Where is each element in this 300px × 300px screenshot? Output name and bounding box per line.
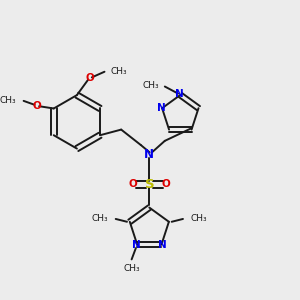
Text: CH₃: CH₃ (123, 265, 140, 274)
Text: CH₃: CH₃ (142, 81, 159, 90)
Text: N: N (175, 89, 183, 99)
Text: O: O (128, 179, 137, 190)
Text: O: O (162, 179, 171, 190)
Text: CH₃: CH₃ (91, 214, 108, 224)
Text: CH₃: CH₃ (0, 95, 16, 104)
Text: CH₃: CH₃ (110, 67, 127, 76)
Text: N: N (157, 103, 166, 113)
Text: N: N (144, 148, 154, 161)
Text: N: N (132, 240, 140, 250)
Text: O: O (85, 73, 94, 83)
Text: S: S (145, 178, 154, 191)
Text: N: N (158, 240, 167, 250)
Text: O: O (32, 101, 41, 111)
Text: CH₃: CH₃ (191, 214, 208, 224)
